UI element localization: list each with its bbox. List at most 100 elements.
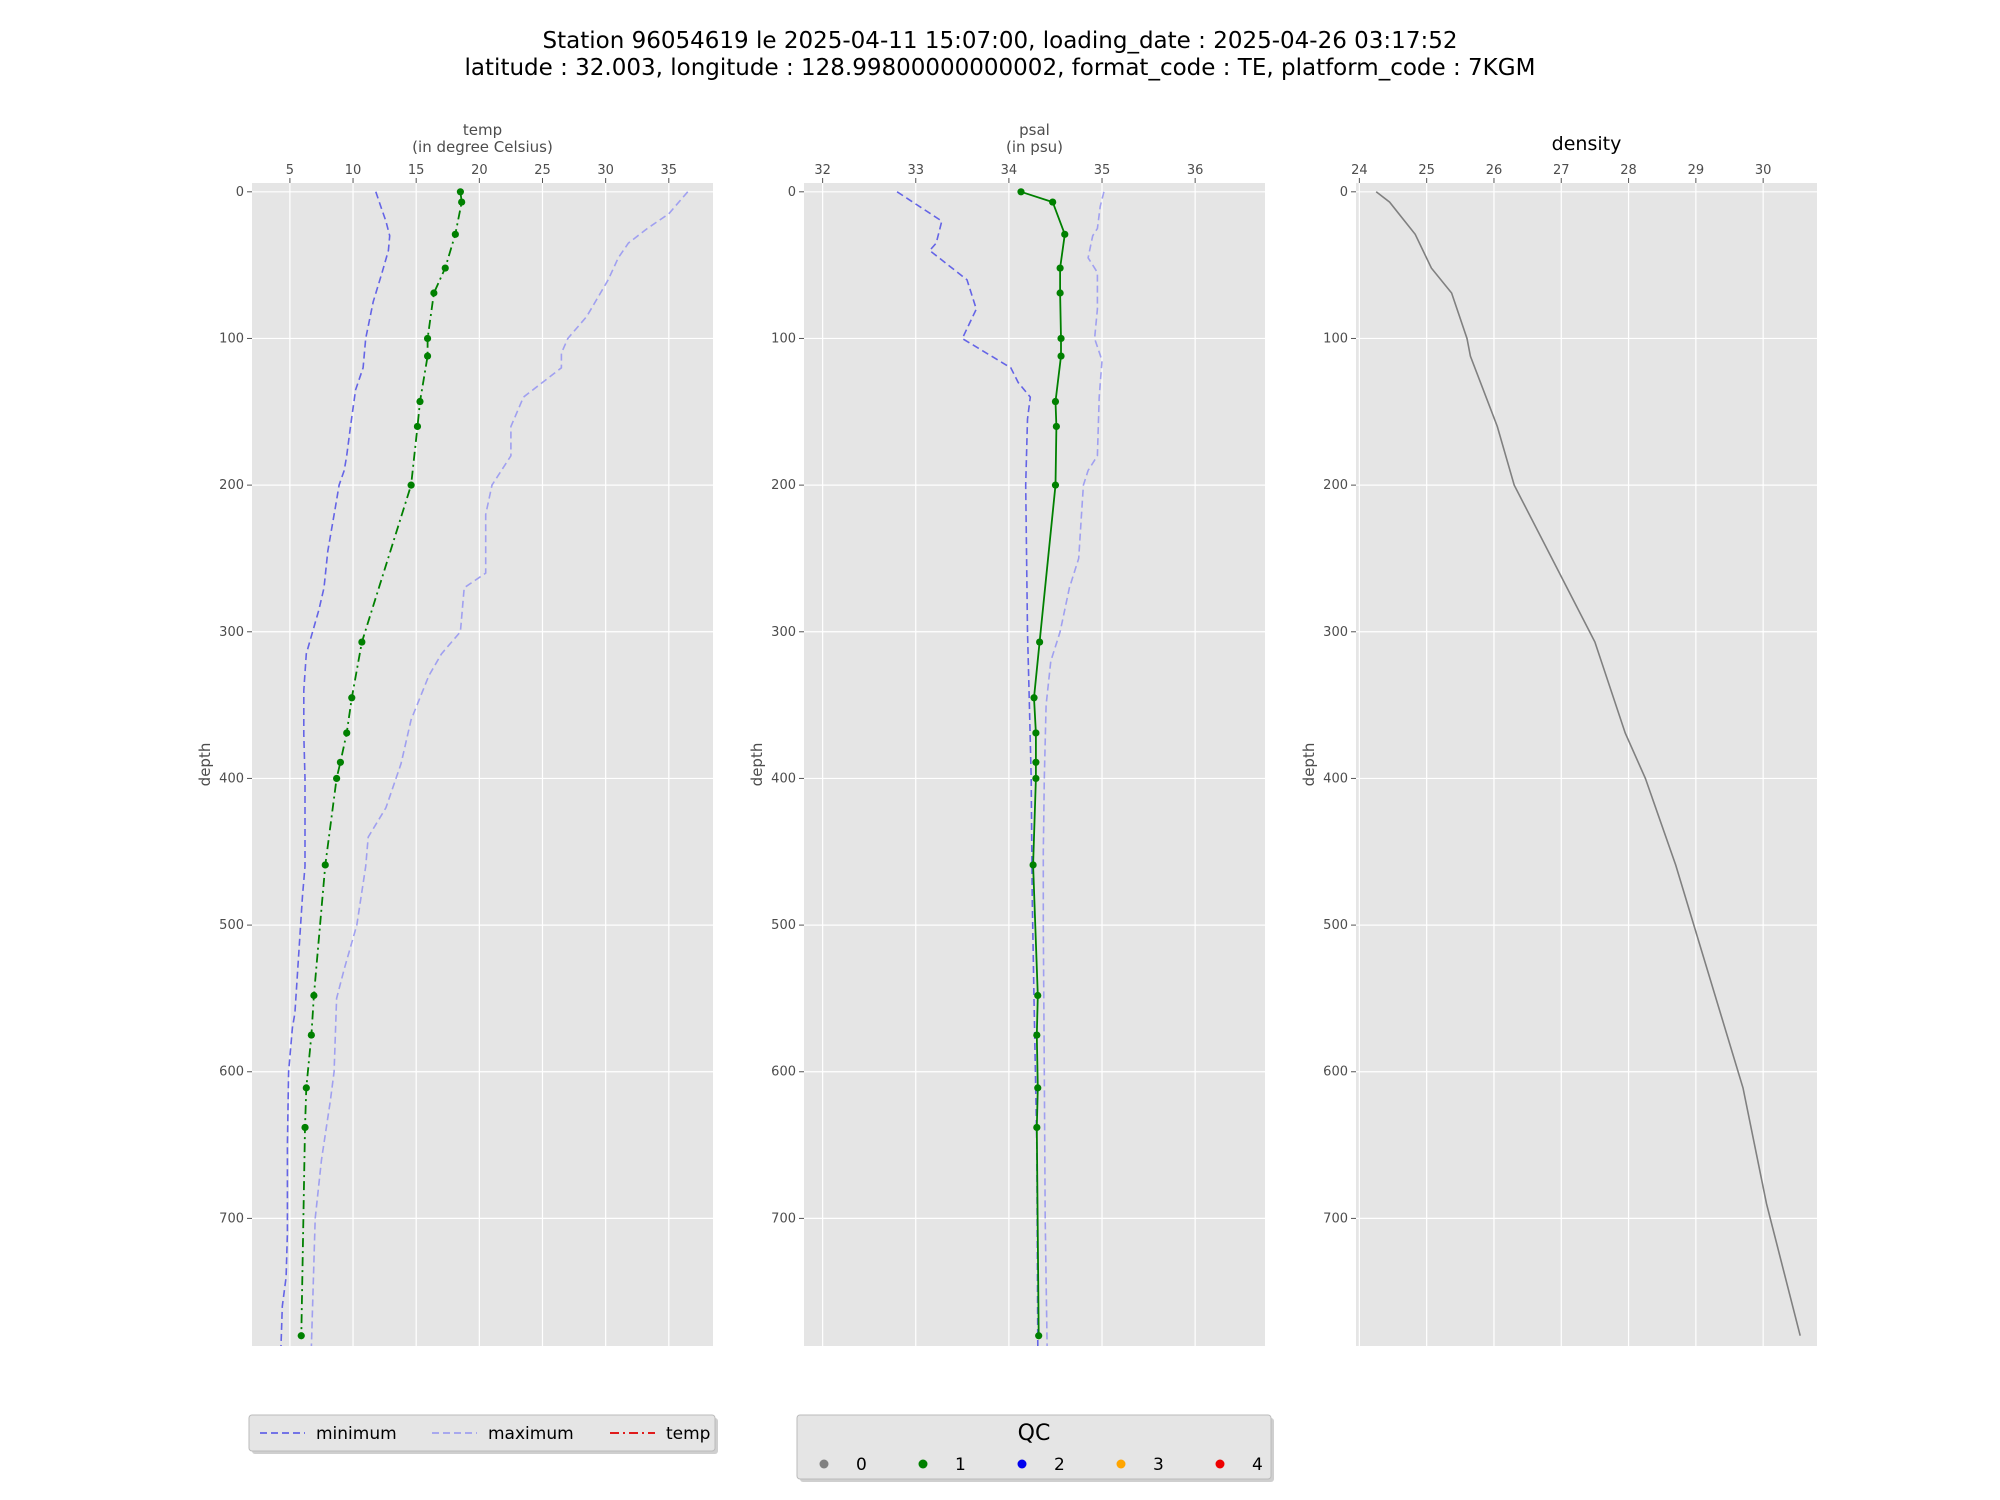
y-tick-label: 100 xyxy=(771,331,796,346)
figure-title-line2: latitude : 32.003, longitude : 128.99800… xyxy=(465,55,1536,81)
y-axis-label: depth xyxy=(196,743,214,787)
qc-legend-box xyxy=(796,1414,1272,1480)
qc-marker-0 xyxy=(819,1459,829,1469)
data-point xyxy=(1056,264,1064,272)
data-point xyxy=(1056,289,1064,297)
qc-label-2: 2 xyxy=(1054,1455,1065,1475)
series-line-maximum xyxy=(310,191,689,1347)
y-tick-label: 600 xyxy=(219,1065,244,1080)
qc-label-0: 0 xyxy=(856,1455,867,1475)
plot-background xyxy=(1356,183,1817,1346)
data-point xyxy=(336,758,345,766)
x-tick-label: 26 xyxy=(1486,163,1503,178)
data-point xyxy=(321,861,329,869)
y-tick-label: 500 xyxy=(771,918,796,933)
data-point xyxy=(451,230,459,238)
x-tick-label: 15 xyxy=(408,163,425,178)
data-point xyxy=(430,289,438,297)
y-tick-label: 700 xyxy=(771,1211,796,1226)
data-point xyxy=(343,729,351,737)
y-tick-label: 500 xyxy=(219,918,244,933)
data-point xyxy=(407,481,415,489)
y-tick-label: 0 xyxy=(236,185,244,200)
axis-title: psal xyxy=(1019,121,1050,139)
data-point xyxy=(310,991,318,1000)
data-point xyxy=(348,694,356,702)
x-tick-label: 20 xyxy=(471,163,488,178)
y-tick-label: 100 xyxy=(1323,331,1348,346)
axis-title: density xyxy=(1552,133,1622,155)
qc-marker-4 xyxy=(1215,1459,1225,1469)
series-line-maximum xyxy=(1042,191,1105,1347)
legend-box xyxy=(248,1414,716,1452)
y-tick-label: 200 xyxy=(1323,478,1348,493)
data-point xyxy=(307,1031,315,1039)
series-line-minimum xyxy=(280,191,391,1347)
x-tick-label: 35 xyxy=(661,163,678,178)
y-axis-label: depth xyxy=(1300,743,1318,787)
x-tick-label: 25 xyxy=(534,163,551,178)
qc-legend: QC 0 1 2 3 4 xyxy=(796,1414,1274,1482)
data-point xyxy=(1049,198,1057,206)
data-point xyxy=(1033,1031,1041,1039)
data-point xyxy=(297,1332,305,1340)
data-point xyxy=(456,188,464,196)
data-point xyxy=(1032,758,1040,766)
y-tick-label: 700 xyxy=(219,1211,244,1226)
data-point xyxy=(1057,334,1065,343)
data-point xyxy=(416,397,424,406)
y-tick-label: 600 xyxy=(1323,1065,1348,1080)
y-axis-label: depth xyxy=(748,743,766,787)
data-point xyxy=(301,1123,309,1132)
data-point xyxy=(1035,1332,1043,1340)
data-point xyxy=(1032,729,1040,737)
x-tick-label: 35 xyxy=(1094,163,1111,178)
data-point xyxy=(1030,694,1038,702)
data-point xyxy=(1052,422,1060,431)
y-tick-label: 200 xyxy=(219,478,244,493)
data-point xyxy=(1017,188,1025,196)
psal-panel: 0 100 200 300 400 500 600 700 32 33 34 35 36 psal(in … xyxy=(748,121,1265,1347)
legend-label-minimum: minimum xyxy=(316,1424,397,1444)
y-tick-label: 300 xyxy=(771,625,796,640)
data-point xyxy=(423,334,432,343)
y-tick-label: 0 xyxy=(788,185,796,200)
y-tick-label: 400 xyxy=(1323,771,1348,786)
data-point xyxy=(458,198,466,206)
qc-marker-2 xyxy=(1017,1459,1027,1469)
y-tick-label: 200 xyxy=(771,478,796,493)
data-point xyxy=(1034,991,1042,1000)
axis-subtitle: (in degree Celsius) xyxy=(412,138,553,156)
qc-legend-title: QC xyxy=(1018,1421,1051,1446)
x-tick-label: 10 xyxy=(345,163,362,178)
axis-subtitle: (in psu) xyxy=(1006,138,1063,156)
temp-panel: 0 100 200 300 400 500 600 700 5 10 15 20 25 30 35 temp(… xyxy=(196,121,713,1347)
x-tick-label: 34 xyxy=(1001,163,1018,178)
x-tick-label: 36 xyxy=(1187,163,1204,178)
x-tick-label: 27 xyxy=(1553,163,1570,178)
x-tick-label: 30 xyxy=(597,163,614,178)
data-point xyxy=(1029,861,1037,869)
data-point xyxy=(1061,230,1069,238)
legend-label-temp: temp xyxy=(666,1424,710,1444)
x-tick-label: 24 xyxy=(1351,163,1368,178)
y-tick-label: 400 xyxy=(771,771,796,786)
legend-label-maximum: maximum xyxy=(488,1424,574,1444)
data-point xyxy=(413,422,422,431)
y-tick-label: 700 xyxy=(1323,1211,1348,1226)
data-point xyxy=(1034,1084,1042,1092)
qc-label-4: 4 xyxy=(1252,1455,1263,1475)
x-tick-label: 5 xyxy=(286,163,294,178)
plot-background xyxy=(252,183,713,1346)
data-point xyxy=(358,638,366,646)
y-tick-label: 400 xyxy=(219,771,244,786)
series-line-minimum xyxy=(896,191,1039,1347)
data-point xyxy=(1051,481,1060,489)
qc-label-3: 3 xyxy=(1153,1455,1164,1475)
figure-title-line1: Station 96054619 le 2025-04-11 15:07:00,… xyxy=(543,28,1458,54)
data-point xyxy=(441,264,449,272)
y-tick-label: 500 xyxy=(1323,918,1348,933)
density-panel: 0 100 200 300 400 500 600 700 24 25 26 27 28 29 30 dens… xyxy=(1300,133,1817,1346)
y-tick-label: 100 xyxy=(219,331,244,346)
